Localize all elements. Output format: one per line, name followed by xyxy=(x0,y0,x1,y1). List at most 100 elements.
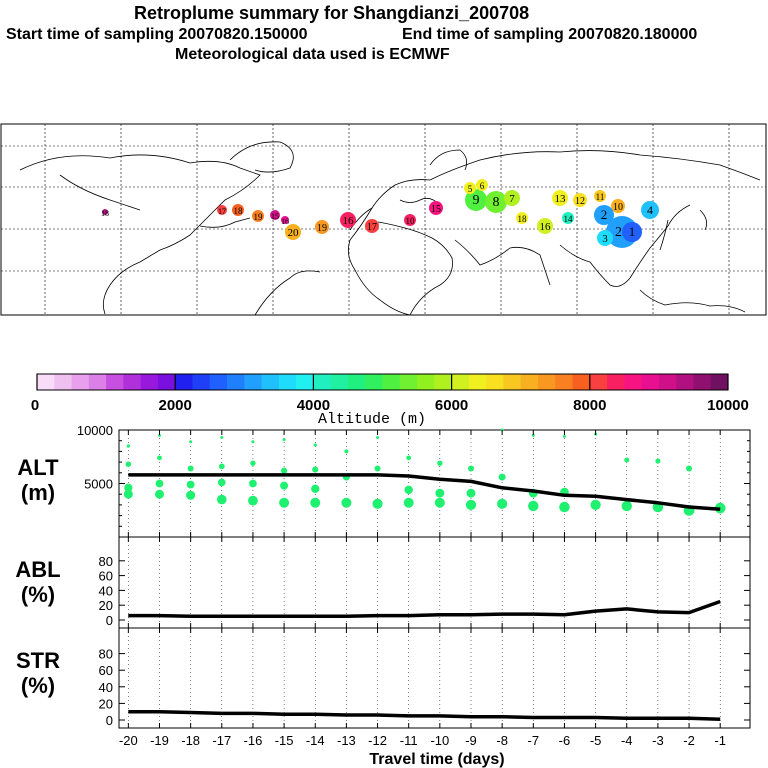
plume-marker: 6 xyxy=(476,179,488,191)
plume-marker: 18 xyxy=(516,212,528,224)
x-tick-label: -8 xyxy=(496,733,508,748)
y-tick-label: 0 xyxy=(106,613,113,628)
plume-marker-label: 9 xyxy=(473,193,480,208)
plume-marker-dot xyxy=(594,205,614,225)
altitude-point xyxy=(312,466,319,473)
plume-marker-label: 10 xyxy=(406,216,416,226)
x-tick-label: -11 xyxy=(400,733,418,748)
altitude-point xyxy=(372,498,383,509)
altitude-point xyxy=(155,479,164,488)
plume-marker: 15 xyxy=(429,201,443,215)
plume-marker-dot xyxy=(285,224,301,240)
plume-marker-dot xyxy=(476,179,488,191)
x-tick-label: -9 xyxy=(465,733,477,748)
plume-marker-label: 15 xyxy=(431,204,441,215)
colorbar-label: Altitude (m) xyxy=(318,411,426,428)
plume-marker: 16 xyxy=(537,218,553,234)
plume-marker: 4 xyxy=(641,201,659,219)
plume-marker-label: 1 xyxy=(629,224,636,239)
colorbar-cell xyxy=(434,374,452,390)
colorbar-cell xyxy=(468,374,487,390)
plume-marker-label: 13 xyxy=(555,193,567,205)
colorbar-cell xyxy=(607,374,625,390)
plume-marker-dot xyxy=(232,204,244,216)
altitude-point xyxy=(220,435,224,439)
plume-marker: 18 xyxy=(232,204,244,216)
colorbar-cell xyxy=(313,374,332,390)
panel-label: ABL xyxy=(15,557,60,582)
altitude-point xyxy=(124,483,133,492)
x-tick-label: -19 xyxy=(150,733,169,748)
x-tick-label: -13 xyxy=(337,733,356,748)
x-tick-label: -10 xyxy=(430,733,449,748)
colorbar-cell xyxy=(278,374,297,390)
colorbar-cell xyxy=(382,374,401,390)
plume-marker-dot xyxy=(252,210,264,222)
altitude-point xyxy=(280,481,289,490)
x-axis-ticks: -20 -19 -18 -17 -16 -15 -14 -13 -12 -11 -10 -9 -8 -7 -… xyxy=(119,733,726,748)
colorbar-cell xyxy=(589,374,608,390)
colorbar-tick-label: 6000 xyxy=(435,397,468,414)
altitude-point xyxy=(218,463,225,470)
plume-marker: 19 xyxy=(252,210,264,222)
plume-marker-dot xyxy=(622,222,642,242)
colorbar-cell xyxy=(641,374,660,390)
plume-marker: 17 xyxy=(217,205,227,216)
colorbar-cell xyxy=(693,374,712,390)
colorbar-cell xyxy=(244,374,262,390)
y-tick-label: 20 xyxy=(99,696,113,711)
altitude-point xyxy=(465,499,477,511)
panel-label: (%) xyxy=(21,582,55,607)
colorbar-cell xyxy=(37,374,55,390)
plume-marker-dot xyxy=(365,219,379,233)
colorbar-tick-label: 2000 xyxy=(159,397,192,414)
altitude-point xyxy=(559,501,570,513)
plume-marker: 10 xyxy=(404,214,416,226)
colorbar-cell xyxy=(209,374,228,390)
altitude-point xyxy=(435,488,445,498)
plume-marker-dot xyxy=(404,214,416,226)
altitude-point xyxy=(404,485,413,495)
colorbar-cell xyxy=(140,374,159,390)
plume-marker-dot xyxy=(485,191,507,213)
x-tick-label: -20 xyxy=(119,733,138,748)
met-data-label: Meteorological data used is ECMWF xyxy=(175,46,450,63)
altitude-point xyxy=(686,465,693,472)
colorbar-cell xyxy=(71,374,90,390)
plume-marker-dot xyxy=(281,216,289,224)
altitude-point xyxy=(310,497,321,508)
x-tick-label: -18 xyxy=(181,733,200,748)
colorbar-cell xyxy=(88,374,107,390)
y-tick-label: 20 xyxy=(99,598,113,613)
colorbar-cell xyxy=(451,374,470,390)
altitude-point xyxy=(154,489,164,499)
altitude-point xyxy=(437,460,443,466)
end-time-label: End time of sampling 20070820.180000 xyxy=(402,26,698,43)
plume-marker-dot xyxy=(465,189,487,211)
plume-marker-label: 20 xyxy=(288,227,300,239)
plume-marker-dot xyxy=(562,212,574,224)
plume-marker-dot xyxy=(217,205,227,215)
plume-marker-label: 8 xyxy=(493,195,500,210)
y-tick-label: 60 xyxy=(99,663,113,678)
chart-title: Retroplume summary for Shangdianzi_20070… xyxy=(134,3,530,23)
plume-marker-label: 18 xyxy=(101,209,109,218)
altitude-point xyxy=(403,497,414,508)
colorbar-cell xyxy=(710,374,729,390)
colorbar-cell xyxy=(520,374,539,390)
plume-marker-label: 12 xyxy=(575,196,585,207)
plume-marker: 3 xyxy=(597,230,613,246)
plume-marker-label: 19 xyxy=(254,212,264,222)
plume-marker-label: 2 xyxy=(601,207,608,222)
plume-marker-dot xyxy=(315,220,329,234)
plume-marker-dot xyxy=(552,190,568,206)
altitude-point xyxy=(311,484,320,494)
altitude-point xyxy=(157,455,162,461)
altitude-point xyxy=(434,497,445,508)
plume-marker: 20 xyxy=(285,224,301,240)
plume-marker-dot xyxy=(270,210,280,220)
plume-marker: 19 xyxy=(315,220,329,234)
altitude-point xyxy=(374,465,381,472)
